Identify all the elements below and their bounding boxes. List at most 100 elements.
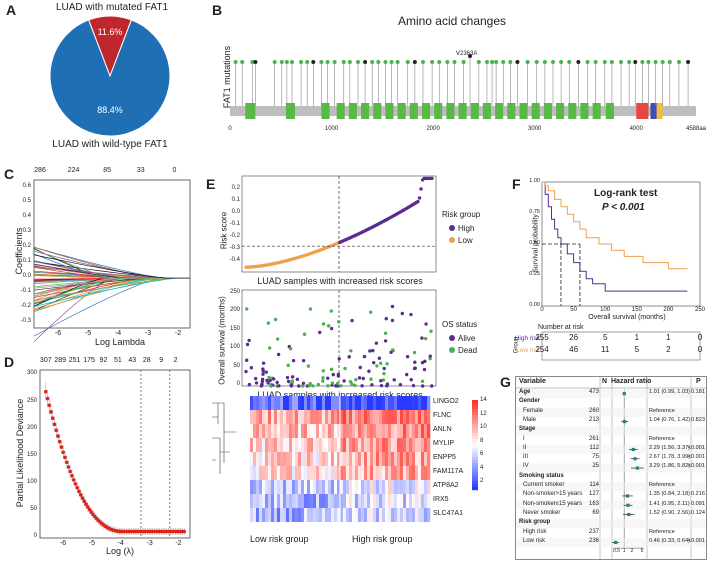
heatmap-cell (355, 396, 358, 410)
os-point (291, 379, 294, 382)
heatmap-cell (427, 452, 430, 466)
heatmap-cell (406, 480, 409, 494)
os-point (254, 377, 257, 380)
heatmap-cell (406, 508, 409, 522)
heatmap-cell (307, 466, 310, 480)
heatmap-cell (256, 424, 259, 438)
km-y-tick: 1.00 (529, 178, 540, 184)
heatmap-cell (364, 396, 367, 410)
heatmap-cell (391, 424, 394, 438)
heatmap-cell (286, 410, 289, 424)
heatmap-cell (346, 424, 349, 438)
deviance-point (51, 416, 55, 420)
heatmap-cell (409, 452, 412, 466)
os-point (386, 382, 389, 385)
heatmap-cell (367, 466, 370, 480)
os-point (322, 369, 325, 372)
heatmap-cell (415, 466, 418, 480)
heatmap-cell (379, 438, 382, 452)
heatmap-cell (268, 466, 271, 480)
heatmap-cell (313, 438, 316, 452)
heatmap-cell (295, 452, 298, 466)
heatmap-cell (304, 438, 307, 452)
deviance-y-tick: 150 (27, 452, 37, 458)
heatmap-cell (418, 466, 421, 480)
panel-f: Log-rank test P < 0.001 Survival probabi… (512, 172, 706, 372)
heatmap-cell (283, 410, 286, 424)
heatmap-cell (424, 396, 427, 410)
mutation-dot (430, 60, 434, 64)
os-point (406, 355, 409, 358)
forest-row-label: Male (523, 417, 536, 423)
heatmap-cell (361, 452, 364, 466)
heatmap-cell (292, 466, 295, 480)
heatmap-cell (265, 396, 268, 410)
os-point (405, 373, 408, 376)
coef-y-tick: 0.6 (23, 183, 31, 189)
heatmap-cell (379, 480, 382, 494)
heatmap-cell (313, 424, 316, 438)
forest-row-hr: 1.04 (0.76, 1.42) (649, 417, 690, 423)
heatmap-cell (331, 438, 334, 452)
risk-point (430, 177, 433, 180)
heatmap-cell (343, 452, 346, 466)
heatmap-cell (376, 410, 379, 424)
heatmap-cell (352, 424, 355, 438)
heatmap-scale (472, 478, 478, 481)
heatmap-cell (310, 508, 313, 522)
heatmap-cell (409, 438, 412, 452)
os-point (360, 384, 363, 387)
heatmap-cell (304, 396, 307, 410)
heatmap-cell (403, 480, 406, 494)
mutation-dot (494, 60, 498, 64)
coef-y-tick: 0.3 (23, 228, 31, 234)
coef-x-tick: -3 (145, 330, 151, 337)
heatmap-cell (421, 494, 424, 508)
lollipop-x-tick: 4588aa (686, 126, 706, 132)
heatmap-cell (403, 508, 406, 522)
heatmap-cell (313, 480, 316, 494)
mutation-dot (273, 60, 277, 64)
heatmap-cell (424, 508, 427, 522)
mutation-dot (253, 60, 257, 64)
coef-y-tick: 0.2 (23, 243, 31, 249)
heatmap-cell (415, 494, 418, 508)
forest-row-p: <0.001 (688, 445, 705, 451)
os-point (391, 319, 394, 322)
mutation-dot (413, 60, 417, 64)
heatmap-cell (316, 508, 319, 522)
forest-row-hr: 1.41 (0.95, 2.11) (649, 501, 690, 507)
heatmap-cell (403, 396, 406, 410)
lollipop-x-tick: 4000 (630, 126, 643, 132)
forest-row-label: Gender (519, 398, 540, 404)
km-curve-high (542, 182, 687, 291)
heatmap-cell (361, 410, 364, 424)
forest-row-hr: 2.67 (1.78, 3.99) (649, 454, 690, 460)
forest-row-p: 0.823 (691, 417, 705, 423)
heatmap-cell (265, 466, 268, 480)
heatmap-cell (385, 410, 388, 424)
heatmap-cell (313, 494, 316, 508)
heatmap-cell (385, 396, 388, 410)
risk-count: 0 (698, 333, 702, 342)
heatmap-cell (403, 424, 406, 438)
heatmap-cell (262, 410, 265, 424)
mutation-dot (576, 60, 580, 64)
heatmap-scale (472, 427, 478, 430)
heatmap-scale (472, 475, 478, 478)
heatmap-cell (304, 508, 307, 522)
heatmap-cell (382, 494, 385, 508)
km-y-tick: 0.75 (529, 209, 540, 215)
cadherin-domain (507, 103, 515, 119)
heatmap-cell (301, 410, 304, 424)
heatmap-cell (271, 452, 274, 466)
coef-top-tick: 286 (34, 167, 46, 174)
forest-row-label: Never smoker (523, 510, 560, 516)
heatmap-cell (388, 452, 391, 466)
forest-row-label: II (523, 445, 526, 451)
heatmap-cell (262, 466, 265, 480)
deviance-x-tick: -3 (146, 540, 152, 547)
os-point (383, 367, 386, 370)
heatmap-cell (418, 480, 421, 494)
os-point (267, 321, 270, 324)
